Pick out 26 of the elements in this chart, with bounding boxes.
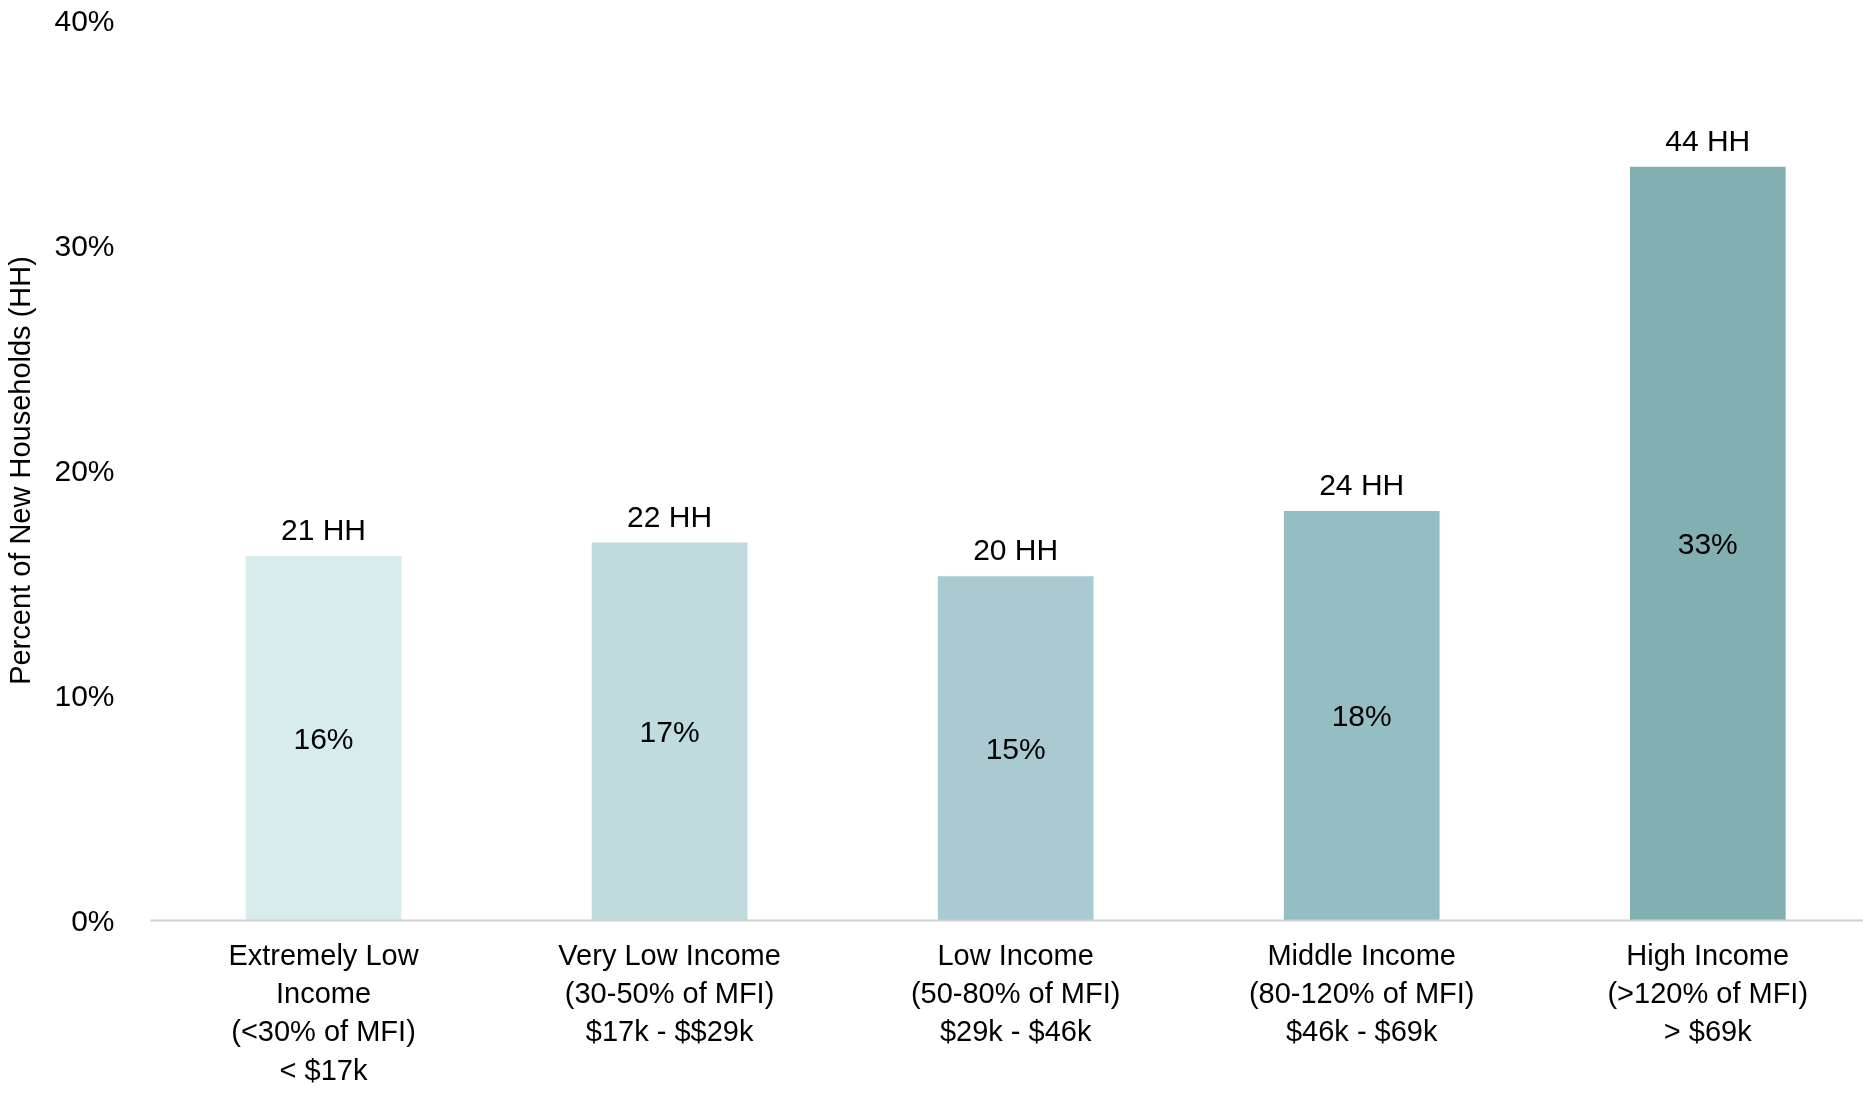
bar — [1629, 166, 1786, 921]
annotation: 22 HH — [627, 499, 713, 533]
y-tick-label: 10% — [54, 679, 115, 712]
data-label: 16% — [293, 721, 354, 755]
bar — [591, 542, 748, 921]
y-tick-label: 20% — [54, 454, 115, 487]
x-tick-label: High Income (>120% of MFI) > $69k — [1607, 938, 1809, 1048]
bar — [937, 576, 1094, 921]
annotation: 21 HH — [281, 513, 367, 546]
x-tick-label: Very Low Income (30-50% of MFI) $17k - $$29k — [558, 938, 781, 1048]
annotation: 24 HH — [1319, 468, 1405, 501]
annotation: 44 HH — [1665, 123, 1751, 157]
data-label: 15% — [985, 731, 1046, 765]
data-label: 33% — [1677, 527, 1738, 561]
x-tick-label: Low Income (50-80% of MFI) $29k - $46k — [910, 938, 1121, 1048]
annotation: 20 HH — [973, 533, 1059, 567]
y-tick-label: 0% — [71, 904, 115, 937]
x-tick-label: Middle Income (80-120% of MFI) $46k - $69k — [1248, 938, 1475, 1048]
data-label: 18% — [1331, 699, 1392, 733]
y-axis-title: Percent of New Households (HH) — [4, 256, 37, 685]
x-tick-label: Extremely Low Income (<30% of MFI) < $17k — [228, 938, 420, 1086]
y-tick-label: 30% — [54, 229, 115, 262]
bar — [1283, 511, 1440, 921]
bar — [245, 556, 402, 921]
y-tick-label: 40% — [54, 4, 115, 37]
data-label: 17% — [639, 715, 700, 748]
